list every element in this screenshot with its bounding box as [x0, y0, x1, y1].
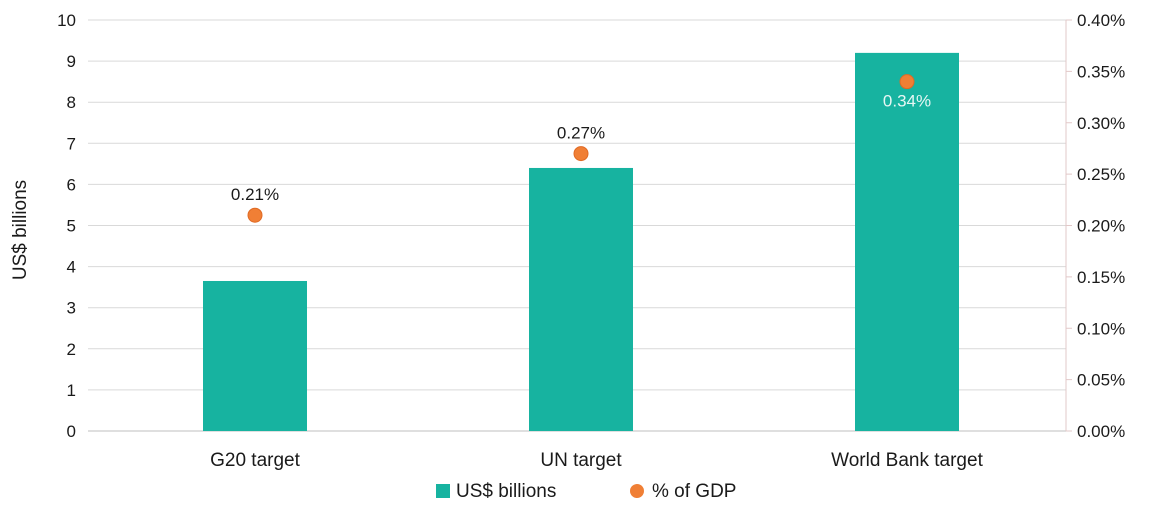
y-tick-label: 5 [67, 217, 76, 236]
legend: US$ billions % of GDP [436, 481, 736, 502]
y2-tick-label: 0.00% [1077, 422, 1125, 441]
gdp-point [899, 74, 915, 90]
y-tick-label: 4 [67, 258, 76, 277]
bar [855, 52, 959, 431]
category-labels: G20 target UN target World Bank target [210, 450, 983, 471]
legend-swatch-gdp [630, 484, 644, 498]
gdp-point [247, 207, 263, 223]
y-tick-label: 3 [67, 299, 76, 318]
left-axis: 0 1 2 3 4 5 6 7 8 9 10 [57, 11, 76, 441]
category-label: UN target [540, 450, 622, 471]
y2-tick-label: 0.40% [1077, 11, 1125, 30]
category-label: World Bank target [831, 450, 983, 471]
y2-tick-label: 0.05% [1077, 371, 1125, 390]
legend-label-gdp: % of GDP [652, 481, 736, 502]
data-label: 0.21% [231, 185, 279, 204]
bar [203, 280, 307, 431]
legend-swatch-bars [436, 484, 450, 498]
y-tick-label: 2 [67, 340, 76, 359]
y-tick-label: 10 [57, 11, 76, 30]
y2-tick-label: 0.20% [1077, 217, 1125, 236]
data-label: 0.27% [557, 124, 605, 143]
y-tick-label: 1 [67, 381, 76, 400]
y2-tick-label: 0.15% [1077, 268, 1125, 287]
y-tick-label: 9 [67, 52, 76, 71]
category-label: G20 target [210, 450, 300, 471]
bar-series [203, 52, 959, 431]
y2-tick-label: 0.10% [1077, 319, 1125, 338]
right-axis: 0.00% 0.05% 0.10% 0.15% 0.20% 0.25% 0.30% 0.35%… [1065, 11, 1125, 441]
gdp-series: 0.21% 0.27% 0.34% [231, 74, 931, 223]
y-tick-label: 7 [67, 134, 76, 153]
gdp-point [573, 146, 589, 162]
y-tick-label: 8 [67, 93, 76, 112]
y-axis-title: US$ billions [10, 180, 31, 280]
y-tick-label: 6 [67, 175, 76, 194]
y2-tick-label: 0.35% [1077, 62, 1125, 81]
legend-label-bars: US$ billions [456, 481, 556, 502]
y2-tick-label: 0.30% [1077, 114, 1125, 133]
data-label: 0.34% [883, 92, 931, 111]
y2-tick-label: 0.25% [1077, 165, 1125, 184]
y-tick-label: 0 [67, 422, 76, 441]
bar [529, 167, 633, 431]
